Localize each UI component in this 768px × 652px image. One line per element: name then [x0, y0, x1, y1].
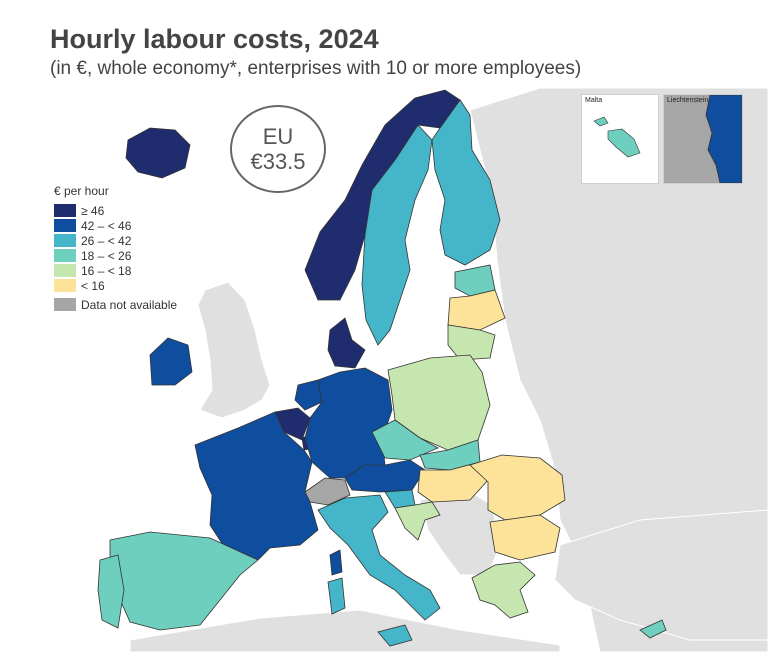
sicily-shape	[377, 624, 413, 647]
ireland-shape	[149, 337, 193, 386]
finland-shape	[431, 99, 501, 266]
inset-liechtenstein: Liechtenstein	[663, 94, 743, 184]
sardinia-shape	[327, 577, 346, 615]
legend-label: 18 – < 26	[81, 248, 132, 263]
legend-item: 42 – < 46	[54, 218, 177, 233]
legend-label: < 16	[81, 278, 105, 293]
legend-item: 26 – < 42	[54, 233, 177, 248]
legend-item-not-available: Data not available	[54, 297, 177, 312]
malta-shape	[593, 116, 641, 158]
cyprus-shape	[639, 619, 667, 639]
legend-swatch	[54, 204, 76, 217]
lithuania-shape	[447, 324, 496, 361]
greece-shape	[471, 561, 536, 619]
turkey-land	[554, 509, 768, 641]
legend: € per hour ≥ 46 42 – < 46 26 – < 42 18 –…	[54, 184, 177, 312]
czechia-shape	[371, 419, 439, 461]
great-britain-land	[197, 281, 271, 419]
hungary-shape	[417, 461, 489, 503]
denmark-shape	[327, 317, 366, 369]
iceland-shape	[125, 127, 191, 179]
france-shape	[194, 411, 319, 561]
bulgaria-shape	[489, 514, 561, 561]
inset-malta: Malta	[581, 94, 659, 184]
non-eu-land	[129, 87, 768, 652]
legend-label: Data not available	[81, 297, 178, 312]
legend-item: < 16	[54, 278, 177, 293]
eu-badge-label: EU	[262, 124, 294, 149]
italy-shape	[317, 494, 441, 621]
portugal-shape	[97, 554, 125, 629]
legend-title: € per hour	[54, 184, 109, 198]
eu-badge-value: €33.5	[250, 149, 306, 174]
legend-swatch	[54, 234, 76, 247]
legend-swatch	[54, 249, 76, 262]
legend-label: 16 – < 18	[81, 263, 132, 278]
croatia-shape	[394, 501, 441, 541]
legend-label: 26 – < 42	[81, 233, 132, 248]
liechtenstein-shape	[705, 95, 742, 183]
legend-label: 42 – < 46	[81, 218, 132, 233]
north-africa-land	[129, 609, 561, 652]
legend-item: 16 – < 18	[54, 263, 177, 278]
page-subtitle: (in €, whole economy*, enterprises with …	[50, 58, 582, 79]
legend-swatch	[54, 219, 76, 232]
country-shapes	[97, 89, 667, 647]
page-title: Hourly labour costs, 2024	[50, 24, 379, 54]
legend-label: ≥ 46	[81, 203, 105, 218]
inset-liechtenstein-label: Liechtenstein	[667, 97, 709, 104]
corsica-shape	[329, 549, 343, 576]
legend-item: 18 – < 26	[54, 248, 177, 263]
legend-item: ≥ 46	[54, 203, 177, 218]
romania-shape	[469, 454, 566, 521]
eu-average-badge: EU €33.5	[230, 105, 326, 193]
latvia-shape	[447, 289, 506, 331]
legend-swatch	[54, 298, 76, 311]
netherlands-shape	[294, 379, 323, 411]
legend-swatch	[54, 264, 76, 277]
inset-malta-label: Malta	[585, 97, 603, 104]
legend-swatch	[54, 279, 76, 292]
sweden-shape	[361, 124, 433, 346]
